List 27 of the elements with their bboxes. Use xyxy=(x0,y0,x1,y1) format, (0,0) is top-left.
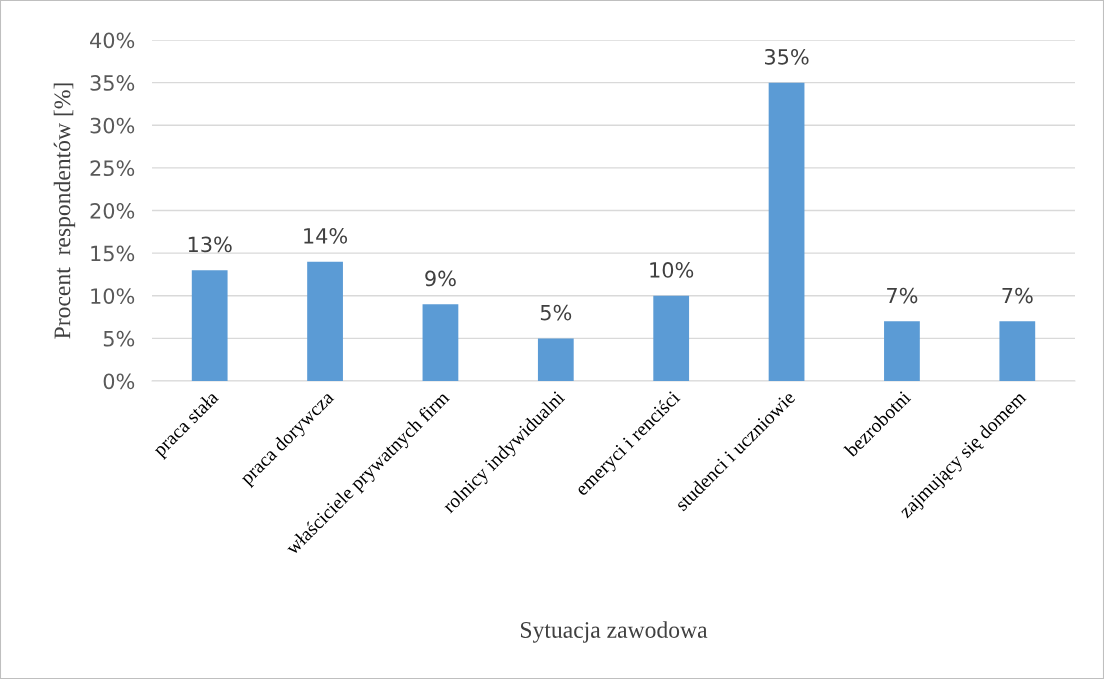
bar xyxy=(999,321,1036,381)
bar xyxy=(768,82,805,381)
data-label: 35% xyxy=(765,48,809,65)
y-tick-label: 35% xyxy=(90,75,135,91)
data-label: 9% xyxy=(425,270,456,287)
y-tick-label: 15% xyxy=(91,245,135,262)
bar xyxy=(307,261,343,381)
y-tick-label: 40% xyxy=(90,32,135,49)
y-tick-label: 5% xyxy=(103,330,135,347)
data-label: 7% xyxy=(1002,287,1033,304)
y-tick-label: 25% xyxy=(90,160,135,177)
data-label: 10% xyxy=(650,262,694,278)
y-tick-label: 30% xyxy=(90,117,135,134)
bar xyxy=(191,270,228,381)
y-tick-label: 10% xyxy=(91,288,135,304)
bar xyxy=(653,295,690,381)
bar xyxy=(537,338,574,381)
data-label: 13% xyxy=(188,236,232,253)
bar xyxy=(422,304,459,381)
y-tick-label: 20% xyxy=(90,202,135,219)
y-tick-label: 0% xyxy=(103,373,135,390)
bar xyxy=(884,321,920,381)
data-label: 7% xyxy=(887,287,918,304)
data-label: 14% xyxy=(304,227,348,244)
data-label: 5% xyxy=(540,304,572,321)
y-axis-title: Procent respondentów [%] xyxy=(53,83,76,339)
x-axis-title: Sytuacja zawodowa xyxy=(520,621,708,643)
